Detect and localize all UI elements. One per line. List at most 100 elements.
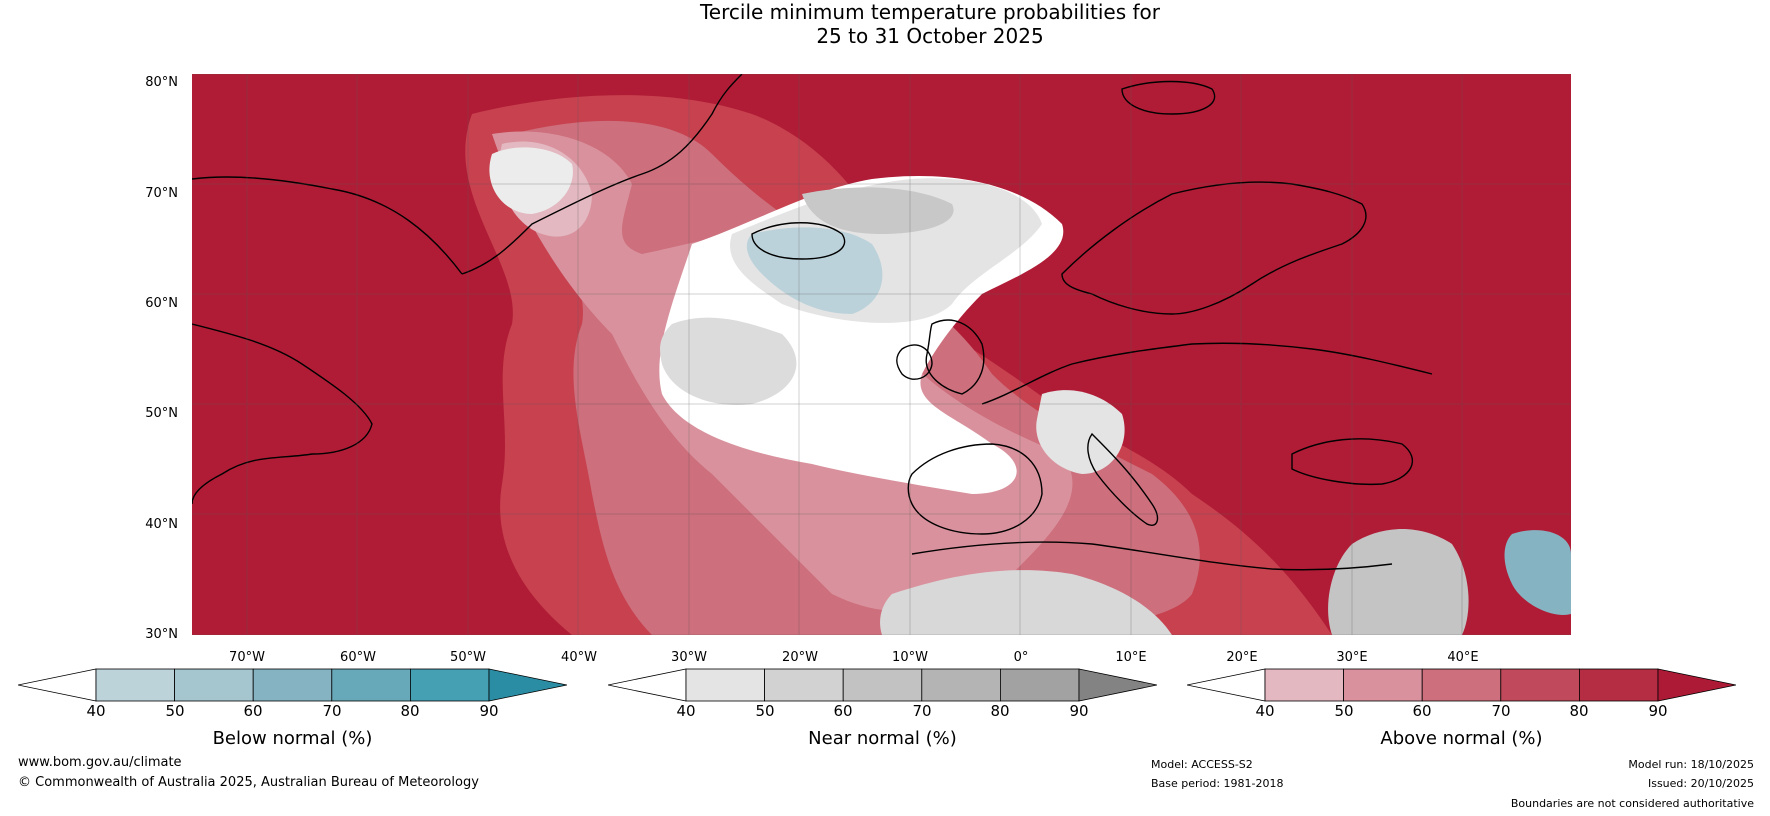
lon-label-40e: 40°E [1447,650,1479,665]
footer-issued: Issued: 20/10/2025 [1647,777,1754,790]
lat-label-30n: 30°N [145,627,178,642]
legend-below-tick-50: 50 [165,702,185,720]
coastlines [192,74,1433,571]
lon-label-40w: 40°W [561,650,597,665]
coast-greenland [192,176,463,275]
colorbar-segment [764,668,844,702]
legend-near-tick-90: 90 [1069,702,1089,720]
legend-below-tick-40: 40 [86,702,106,720]
footer-disclaimer: Boundaries are not considered authoritat… [1510,797,1754,810]
colorbar-segment [1264,668,1344,702]
lon-label-0: 0° [1013,650,1029,665]
coast-iberia [907,443,1043,535]
coast-italy [1087,432,1159,526]
legend-near-tick-50: 50 [755,702,775,720]
colorbar-segment [95,668,175,702]
zone-near-normal-north-africa [880,570,1172,635]
lat-label-40n: 40°N [145,517,178,532]
colorbar-segment [921,668,1001,702]
colorbar-segment [252,668,333,702]
lon-label-20e: 20°E [1226,650,1258,665]
legend-below-tick-70: 70 [322,702,342,720]
lat-label-70n: 70°N [145,186,178,201]
footer-website: www.bom.gov.au/climate [18,755,182,770]
zone-near-normal-france [1036,390,1125,474]
lon-label-10e: 10°E [1115,650,1147,665]
legend-below-normal: 40 50 60 70 80 90 Below normal (%) [18,668,567,749]
legend-above-normal: 40 50 60 70 80 90 Above normal (%) [1187,668,1736,749]
colorbar-extend-high [488,668,567,702]
coast-iceland [751,222,846,260]
legend-above-title: Above normal (%) [1380,728,1543,749]
map-title: Tercile minimum temperature probabilitie… [0,0,1770,48]
zone-below-50-iceland [746,227,883,314]
legend-above-tick-80: 80 [1569,702,1589,720]
zone-below-normal-middle-east [1504,530,1571,615]
legend-below-tick-80: 80 [400,702,420,720]
lon-label-10w: 10°W [892,650,928,665]
zone-near-normal-middle-east [1328,529,1469,635]
legend-near-tick-80: 80 [990,702,1010,720]
colorbar-segment [1343,668,1423,702]
footer-model: Model: ACCESS-S2 [1151,758,1253,771]
coast-labrador [192,323,373,505]
colorbar-extend-high [1657,668,1736,702]
footer-copyright: © Commonwealth of Australia 2025, Austra… [18,775,479,790]
coast-mediterranean-south [911,541,1393,571]
colorbar-segment [1578,668,1659,702]
legend-near-normal: 40 50 60 70 80 90 Near normal (%) [608,668,1157,749]
coast-europe-mainland [981,342,1433,405]
lat-label-80n: 80°N [145,75,178,90]
coast-ireland [896,344,933,380]
footer-base-period: Base period: 1981-2018 [1151,777,1284,790]
legend-above-tick-40: 40 [1255,702,1275,720]
zone-near-normal-greenland [489,147,573,214]
colorbar-segment [331,668,411,702]
lon-label-60w: 60°W [340,650,376,665]
lon-label-70w: 70°W [229,650,265,665]
coast-svalbard [1121,80,1216,115]
colorbar-segment [999,668,1080,702]
colorbar-extend-low [18,668,97,702]
legend-near-tick-70: 70 [912,702,932,720]
lat-label-50n: 50°N [145,406,178,421]
legend-above-tick-50: 50 [1334,702,1354,720]
colorbar-near-normal [608,668,1157,702]
legend-below-tick-60: 60 [243,702,263,720]
coast-black-sea [1291,438,1414,486]
legend-near-title: Near normal (%) [808,728,957,749]
colorbar-segment [685,668,765,702]
colorbar-segment [842,668,923,702]
lat-label-60n: 60°N [145,296,178,311]
lon-label-30w: 30°W [671,650,707,665]
coast-greenland-east [461,74,743,275]
zone-near-normal-50-south [660,317,797,405]
lon-label-50w: 50°W [450,650,486,665]
graticule [192,74,1571,635]
legend-above-tick-60: 60 [1412,702,1432,720]
zone-near-normal-60 [802,187,954,234]
legend-below-title: Below normal (%) [212,728,373,749]
legend-below-tick-90: 90 [479,702,499,720]
colorbar-above-normal [1187,668,1736,702]
title-line-1: Tercile minimum temperature probabilitie… [699,0,1161,24]
colorbar-extend-low [608,668,687,702]
legend-above-tick-70: 70 [1491,702,1511,720]
lon-label-20w: 20°W [782,650,818,665]
probability-map [192,74,1571,635]
colorbar-segment [174,668,254,702]
colorbar-extend-high [1078,668,1157,702]
coast-british-isles [925,319,985,395]
legend-above-tick-90: 90 [1648,702,1668,720]
colorbar-segment [1500,668,1580,702]
legend-near-tick-40: 40 [676,702,696,720]
map-canvas [192,74,1571,635]
footer-model-run: Model run: 18/10/2025 [1628,758,1754,771]
legend-near-tick-60: 60 [833,702,853,720]
title-line-2: 25 to 31 October 2025 [816,24,1044,48]
colorbar-segment [409,668,490,702]
coast-scandinavia [1061,181,1367,315]
colorbar-segment [1421,668,1502,702]
colorbar-below-normal [18,668,567,702]
colorbar-extend-low [1187,668,1266,702]
